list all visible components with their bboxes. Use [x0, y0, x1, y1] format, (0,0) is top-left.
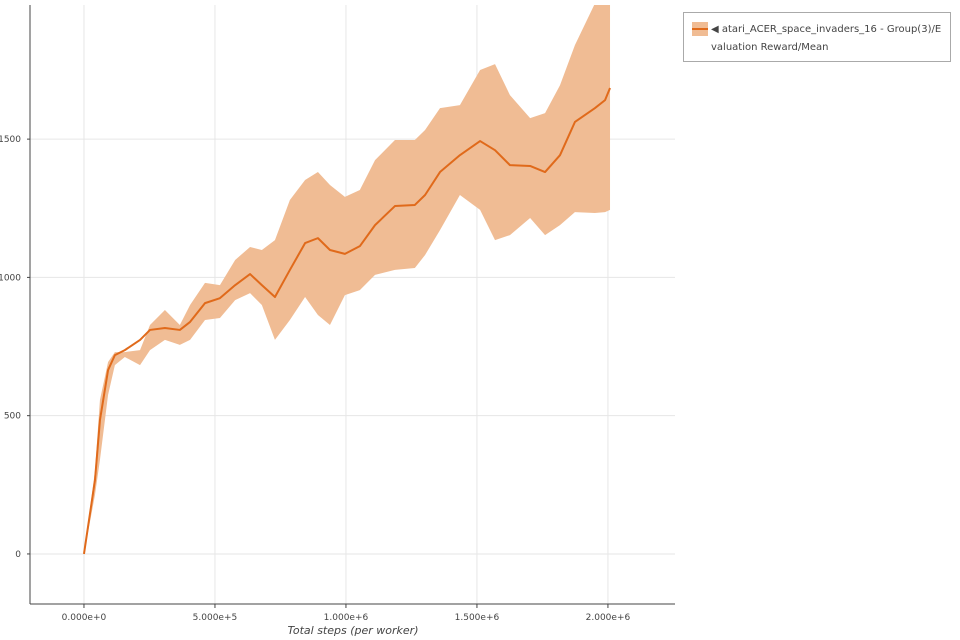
x-tick-label: 2.000e+6	[586, 613, 631, 623]
x-tick-label: 0.000e+0	[62, 613, 107, 623]
mean-line	[82, 87, 611, 555]
y-tick-label: 500	[4, 412, 21, 422]
legend: ◀ atari_ACER_space_invaders_16 - Group(3…	[683, 12, 951, 62]
x-tick-label: 1.500e+6	[455, 613, 500, 623]
y-tick-label: 1500	[0, 135, 21, 145]
x-tick-label: 1.000e+6	[324, 613, 369, 623]
legend-label: ◀ atari_ACER_space_invaders_16 - Group(3…	[711, 24, 942, 53]
plot-area	[82, 5, 611, 555]
legend-swatch	[692, 22, 708, 36]
y-tick-label: 0	[15, 550, 21, 560]
x-tick-label: 5.000e+5	[193, 613, 238, 623]
y-tick-label: 1000	[0, 273, 21, 283]
x-axis-label: Total steps (per worker)	[288, 624, 419, 637]
